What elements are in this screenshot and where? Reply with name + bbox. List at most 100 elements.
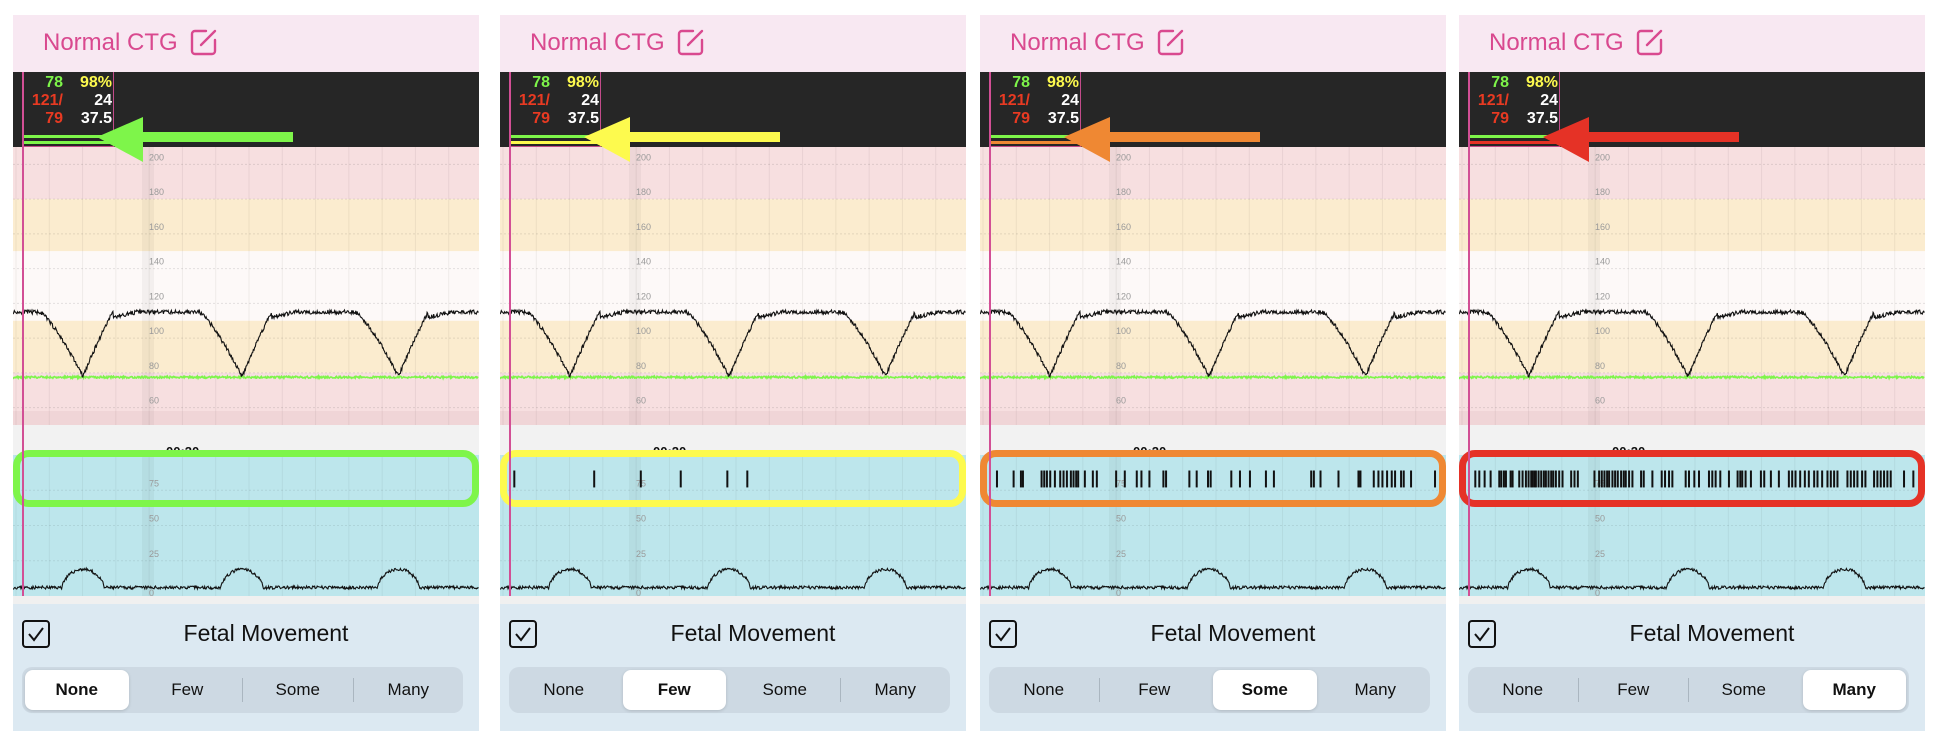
panel-header: Normal CTG <box>1459 15 1925 72</box>
fetal-movement-option-some[interactable]: Some <box>762 680 807 699</box>
hr-indicator-line <box>511 135 599 138</box>
movement-mark <box>1402 470 1405 488</box>
fhr-trace <box>1459 308 1925 378</box>
fhr-tick-label: 120 <box>149 291 164 301</box>
movement-highlight-box <box>1459 450 1925 507</box>
temperature-value: 37.5 <box>80 110 112 127</box>
bp-systolic-value: 121/ <box>998 92 1030 109</box>
fetal-movement-option-few[interactable]: Few <box>171 680 204 699</box>
movement-mark <box>1521 470 1524 488</box>
fetal-movement-option-none[interactable]: None <box>1023 680 1065 699</box>
fetal-movement-segmented-control: None Few Some Many <box>509 667 950 713</box>
time-marker-band <box>1588 147 1600 425</box>
fhr-band <box>13 320 479 373</box>
edit-icon[interactable] <box>1156 27 1186 62</box>
fetal-movement-checkbox[interactable] <box>1468 620 1496 648</box>
ctg-panel: Normal CTG 78 98% 121/ 24 79 37.5 200 180… <box>1459 15 1925 731</box>
fhr-tick-label: 200 <box>636 152 651 162</box>
movement-mark <box>1608 470 1611 488</box>
fhr-tick-label: 180 <box>636 187 651 197</box>
fetal-movement-option-none[interactable]: None <box>25 670 129 710</box>
spo2-value: 98% <box>79 74 112 91</box>
panel-title: Normal CTG <box>1489 29 1624 56</box>
fhr-band <box>1459 251 1925 321</box>
movement-mark <box>1889 470 1892 488</box>
movement-mark <box>1714 470 1717 488</box>
movement-mark <box>995 470 998 488</box>
movement-mark <box>1140 470 1143 488</box>
movement-mark <box>1741 470 1744 488</box>
fhr-tick-label: 120 <box>636 291 651 301</box>
toco-tick-label: 50 <box>1116 514 1126 524</box>
time-cursor[interactable] <box>509 72 511 596</box>
movement-mark <box>1688 470 1691 488</box>
fm-indicator-line <box>1470 141 1558 144</box>
divider <box>13 596 479 604</box>
toco-tick-label: 50 <box>1595 514 1605 524</box>
fetal-movement-option-few[interactable]: Few <box>622 670 726 710</box>
fm-indicator-line <box>991 141 1079 144</box>
movement-mark <box>1833 470 1836 488</box>
movement-mark <box>1410 470 1413 488</box>
fetal-movement-segmented-control: None Few Some Many <box>1468 667 1909 713</box>
checkmark-icon <box>28 627 44 642</box>
hr-indicator-line <box>24 135 112 138</box>
segment-divider <box>242 678 243 702</box>
movement-mark <box>1230 470 1233 488</box>
edit-icon[interactable] <box>676 27 706 62</box>
time-marker-band <box>142 147 154 425</box>
fetal-movement-checkbox[interactable] <box>22 620 50 648</box>
fhr-tick-label: 60 <box>636 396 646 406</box>
movement-mark <box>1053 470 1056 488</box>
movement-mark <box>1769 470 1772 488</box>
movement-mark <box>1879 470 1882 488</box>
movement-mark <box>1123 470 1126 488</box>
fm-indicator-line <box>24 141 112 144</box>
time-cursor[interactable] <box>989 72 991 596</box>
time-cursor[interactable] <box>1468 72 1470 596</box>
fetal-movement-option-some[interactable]: Some <box>1721 680 1766 699</box>
movement-mark <box>1651 470 1654 488</box>
fhr-trace <box>500 308 966 378</box>
fhr-band <box>13 147 479 200</box>
fetal-movement-section: Fetal Movement None Few Some Many <box>500 604 966 731</box>
movement-mark <box>1552 470 1555 488</box>
fhr-band <box>13 251 479 321</box>
movement-mark <box>1561 470 1564 488</box>
movement-mark <box>1043 470 1046 488</box>
segment-divider <box>352 678 354 702</box>
fetal-movement-label: Fetal Movement <box>670 620 836 646</box>
fetal-movement-option-some[interactable]: Some <box>275 680 320 699</box>
fetal-movement-option-some[interactable]: Some <box>1213 670 1317 710</box>
fetal-movement-option-none[interactable]: None <box>543 680 585 699</box>
fetal-movement-segmented-control: None Few Some Many <box>989 667 1430 713</box>
time-cursor[interactable] <box>22 72 24 596</box>
movement-mark <box>1697 470 1700 488</box>
fhr-band <box>980 199 1446 252</box>
toco-chart: 75 50 25 0 <box>980 455 1446 596</box>
fhr-tick-label: 160 <box>1595 222 1610 232</box>
toco-tick-label: 50 <box>149 514 159 524</box>
fhr-chart: 200 180 160 140 120 100 80 60 <box>13 147 479 425</box>
fetal-movement-option-many[interactable]: Many <box>1354 680 1397 699</box>
fetal-movement-checkbox[interactable] <box>509 620 537 648</box>
edit-icon[interactable] <box>1635 27 1665 62</box>
movement-mark <box>1846 470 1849 488</box>
resp-rate-value: 24 <box>581 92 599 109</box>
fetal-movement-option-many[interactable]: Many <box>387 680 430 699</box>
movement-mark <box>1357 470 1360 488</box>
bp-diastolic-value: 79 <box>1491 110 1509 127</box>
fetal-movement-option-few[interactable]: Few <box>1617 680 1650 699</box>
toco-chart: 75 50 25 0 <box>13 455 479 596</box>
movement-mark <box>726 470 729 488</box>
fetal-movement-checkbox[interactable] <box>989 620 1017 648</box>
movement-mark <box>1794 470 1797 488</box>
movement-mark <box>1849 470 1852 488</box>
edit-icon[interactable] <box>189 27 219 62</box>
fetal-movement-option-none[interactable]: None <box>1502 680 1544 699</box>
movement-mark <box>1434 470 1437 488</box>
fetal-movement-option-many[interactable]: Many <box>1802 670 1906 710</box>
movement-mark <box>1115 470 1118 488</box>
fetal-movement-option-few[interactable]: Few <box>1138 680 1171 699</box>
fetal-movement-option-many[interactable]: Many <box>874 680 917 699</box>
